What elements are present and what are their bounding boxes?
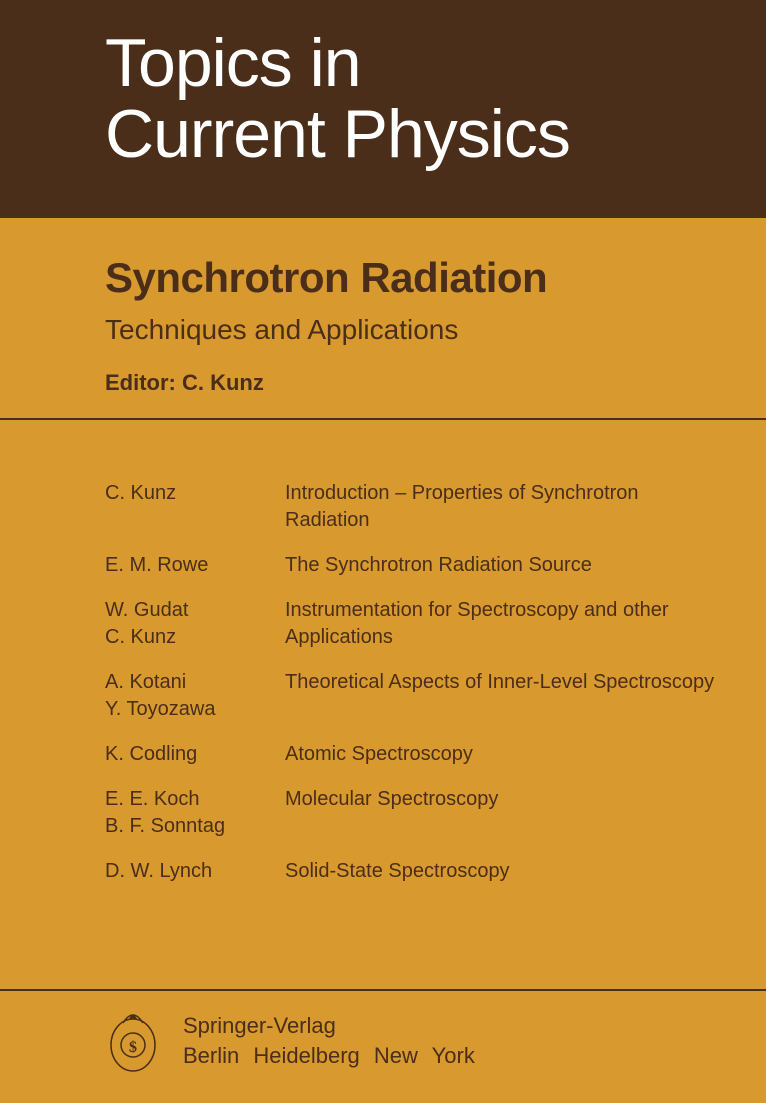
toc-topic: Molecular Spectroscopy — [285, 786, 766, 840]
toc-topic: Atomic Spectroscopy — [285, 741, 766, 768]
toc-topic: Solid-State Spectroscopy — [285, 858, 766, 885]
toc-row: E. E. Koch B. F. Sonntag Molecular Spect… — [105, 786, 766, 840]
toc-topic: The Synchrotron Radiation Source — [285, 552, 766, 579]
toc-author: C. Kunz — [105, 480, 285, 534]
publisher-name: Springer-Verlag — [183, 1011, 475, 1041]
editor-line: Editor: C. Kunz — [105, 370, 766, 396]
toc-row: A. Kotani Y. Toyozawa Theoretical Aspect… — [105, 669, 766, 723]
toc-row: D. W. Lynch Solid-State Spectroscopy — [105, 858, 766, 885]
divider-bottom — [0, 989, 766, 991]
table-of-contents: C. Kunz Introduction – Properties of Syn… — [0, 420, 766, 885]
toc-author: A. Kotani Y. Toyozawa — [105, 669, 285, 723]
book-subtitle: Techniques and Applications — [105, 314, 766, 346]
book-title: Synchrotron Radiation — [105, 254, 766, 302]
toc-author: W. Gudat C. Kunz — [105, 597, 285, 651]
toc-author: K. Codling — [105, 741, 285, 768]
toc-row: K. Codling Atomic Spectroscopy — [105, 741, 766, 768]
toc-author: D. W. Lynch — [105, 858, 285, 885]
title-section: Synchrotron Radiation Techniques and App… — [0, 218, 766, 396]
toc-topic: Theoretical Aspects of Inner-Level Spect… — [285, 669, 766, 723]
publisher-cities: Berlin Heidelberg New York — [183, 1041, 475, 1071]
series-line-2: Current Physics — [105, 96, 570, 172]
toc-topic: Introduction – Properties of Synchrotron… — [285, 480, 766, 534]
springer-logo-icon: $ — [105, 1005, 161, 1077]
series-line-1: Topics in — [105, 25, 361, 101]
toc-author: E. E. Koch B. F. Sonntag — [105, 786, 285, 840]
toc-row: C. Kunz Introduction – Properties of Syn… — [105, 480, 766, 534]
toc-topic: Instrumentation for Spectroscopy and oth… — [285, 597, 766, 651]
series-title: Topics in Current Physics — [105, 28, 766, 171]
svg-text:$: $ — [129, 1039, 137, 1056]
series-header: Topics in Current Physics — [0, 0, 766, 218]
toc-row: E. M. Rowe The Synchrotron Radiation Sou… — [105, 552, 766, 579]
footer: $ Springer-Verlag Berlin Heidelberg New … — [0, 989, 766, 1103]
toc-row: W. Gudat C. Kunz Instrumentation for Spe… — [105, 597, 766, 651]
publisher-block: Springer-Verlag Berlin Heidelberg New Yo… — [183, 1011, 475, 1070]
toc-author: E. M. Rowe — [105, 552, 285, 579]
